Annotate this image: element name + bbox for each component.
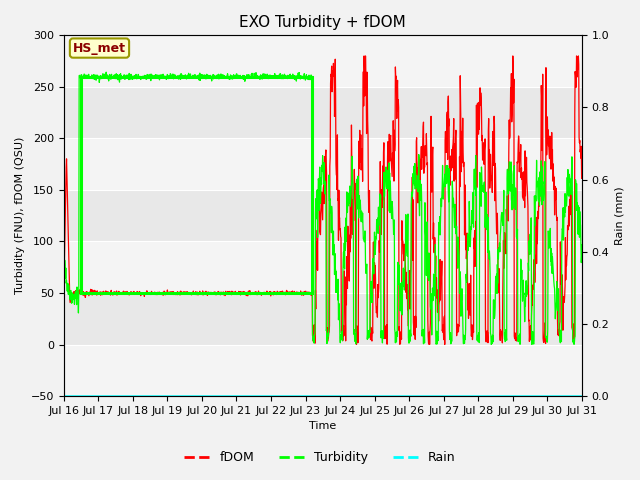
Title: EXO Turbidity + fDOM: EXO Turbidity + fDOM <box>239 15 406 30</box>
Bar <box>63 345 582 396</box>
Y-axis label: Rain (mm): Rain (mm) <box>615 186 625 245</box>
Bar <box>63 36 582 87</box>
Bar <box>63 138 582 190</box>
Bar <box>81 77 312 293</box>
X-axis label: Time: Time <box>309 421 337 432</box>
Bar <box>63 241 582 293</box>
Y-axis label: Turbidity (FNU), fDOM (QSU): Turbidity (FNU), fDOM (QSU) <box>15 137 25 294</box>
Text: HS_met: HS_met <box>73 42 126 55</box>
Legend: fDOM, Turbidity, Rain: fDOM, Turbidity, Rain <box>179 446 461 469</box>
